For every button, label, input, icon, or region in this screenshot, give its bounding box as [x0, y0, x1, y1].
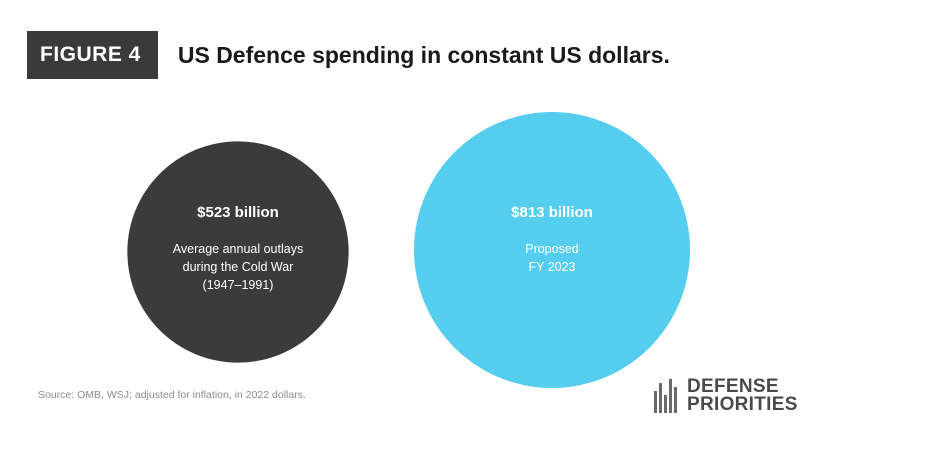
bubble-description-line: Average annual outlays [173, 242, 303, 256]
bubble [127, 141, 349, 363]
logo-bars-icon [654, 379, 679, 413]
defense-priorities-logo: DEFENSE PRIORITIES [654, 376, 798, 415]
bubble-description-line: FY 2023 [528, 260, 575, 274]
bubble [414, 112, 690, 388]
logo-wordmark: DEFENSE PRIORITIES [687, 376, 798, 415]
logo-line-1: DEFENSE [687, 376, 779, 397]
logo-line-2: PRIORITIES [687, 394, 798, 415]
bubble-value-label: $523 billion [197, 204, 279, 221]
figure-header: FIGURE 4 US Defence spending in constant… [27, 31, 670, 79]
bubble-description-line: during the Cold War [183, 260, 294, 274]
source-note: Source: OMB, WSJ; adjusted for inflation… [38, 389, 306, 401]
bubble-group: $523 billion Average annual outlays during… [127, 141, 349, 363]
bubble-description-line: Proposed [525, 242, 579, 256]
bubble-group: $813 billion Proposed FY 2023 [414, 112, 690, 388]
chart-title: US Defence spending in constant US dolla… [177, 41, 670, 68]
figure-label-badge: FIGURE 4 [27, 31, 158, 79]
bubble-value-label: $813 billion [511, 204, 593, 221]
bubble-description-line: (1947–1991) [203, 278, 274, 292]
